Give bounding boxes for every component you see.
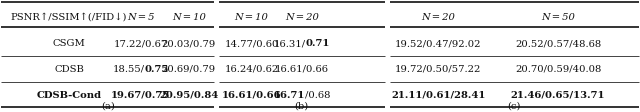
Text: N = 20: N = 20 <box>422 13 455 22</box>
Text: 19.52/0.47/92.02: 19.52/0.47/92.02 <box>395 39 482 48</box>
Text: 18.55/: 18.55/ <box>113 64 145 73</box>
Text: 14.77/0.60: 14.77/0.60 <box>225 39 278 48</box>
Text: PSNR↑/SSIM↑(/FID↓): PSNR↑/SSIM↑(/FID↓) <box>11 13 127 22</box>
Text: 16.71: 16.71 <box>274 90 305 99</box>
Text: CDSB: CDSB <box>54 64 84 73</box>
Text: 21.11/0.61/28.41: 21.11/0.61/28.41 <box>391 90 486 99</box>
Text: 21.46/0.65/13.71: 21.46/0.65/13.71 <box>511 90 605 99</box>
Text: 16.31/: 16.31/ <box>274 39 306 48</box>
Text: 16.24/0.62: 16.24/0.62 <box>225 64 278 73</box>
Text: CSGM: CSGM <box>52 39 86 48</box>
Text: N = 10: N = 10 <box>235 13 268 22</box>
Text: 20.52/0.57/48.68: 20.52/0.57/48.68 <box>515 39 601 48</box>
Text: N = 10: N = 10 <box>172 13 205 22</box>
Text: 17.22/0.67: 17.22/0.67 <box>114 39 168 48</box>
Text: CDSB-Cond: CDSB-Cond <box>36 90 102 99</box>
Text: 19.67/0.75: 19.67/0.75 <box>111 90 170 99</box>
Text: 20.69/0.79: 20.69/0.79 <box>162 64 216 73</box>
Text: 20.95/0.84: 20.95/0.84 <box>159 90 218 99</box>
Text: (b): (b) <box>294 101 309 110</box>
Text: 16.61/0.66: 16.61/0.66 <box>221 90 282 99</box>
Text: /0.68: /0.68 <box>305 90 330 99</box>
Text: 16.61/0.66: 16.61/0.66 <box>275 64 329 73</box>
Text: N = 20: N = 20 <box>285 13 319 22</box>
Text: 20.70/0.59/40.08: 20.70/0.59/40.08 <box>515 64 601 73</box>
Text: N = 50: N = 50 <box>541 13 575 22</box>
Text: 0.71: 0.71 <box>306 39 330 48</box>
Text: (a): (a) <box>101 101 115 110</box>
Text: 0.75: 0.75 <box>145 64 169 73</box>
Text: 19.72/0.50/57.22: 19.72/0.50/57.22 <box>396 64 481 73</box>
Text: 20.03/0.79: 20.03/0.79 <box>162 39 216 48</box>
Text: (c): (c) <box>507 101 520 110</box>
Text: N = 5: N = 5 <box>127 13 154 22</box>
